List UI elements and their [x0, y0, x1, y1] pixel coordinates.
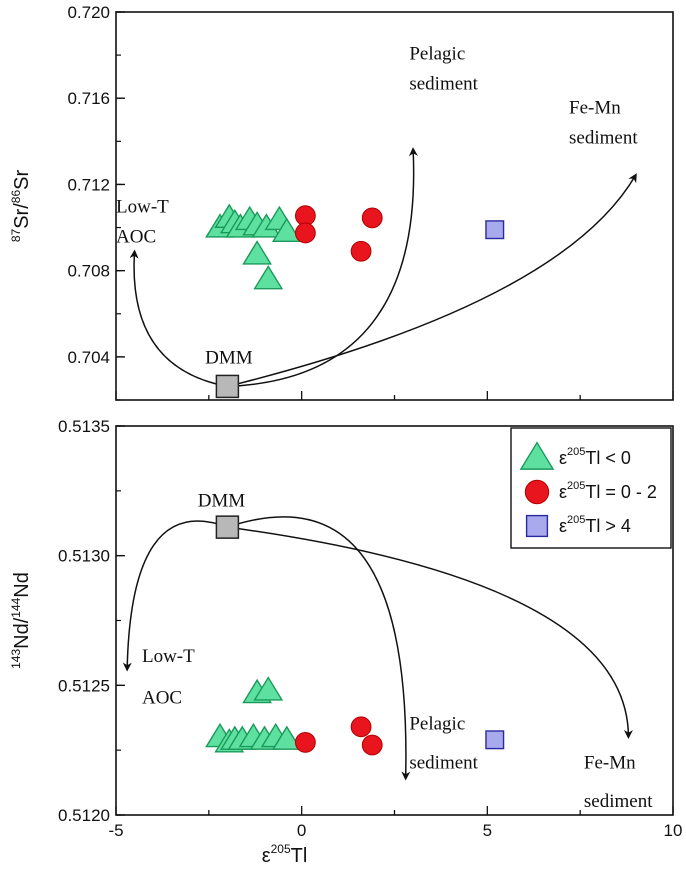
- legend-entry-label: ε205Tl > 4: [559, 514, 631, 536]
- triangle-point: [242, 240, 272, 265]
- x-tick-label: 10: [664, 821, 683, 840]
- annotation-text: Pelagic: [409, 43, 465, 64]
- circle-point: [294, 222, 316, 244]
- legend-entry-label: ε205Tl < 0: [559, 446, 631, 468]
- x-tick-label: -5: [108, 821, 123, 840]
- annotation-text: Fe-Mn: [584, 752, 636, 773]
- mixing-curve-arrow: [227, 147, 418, 388]
- bottom-panel-nd-plot: 0.5120 0.5125 0.5130 0.5135 -5 0 5 10 143Nd/144N…: [9, 417, 682, 867]
- mixing-curve-arrow: [122, 520, 228, 672]
- plot-frame: [115, 11, 674, 401]
- dmm-square: [215, 515, 240, 539]
- annotation-text: DMM: [205, 347, 253, 368]
- circle-point: [361, 207, 383, 229]
- annotation-text: AOC: [116, 227, 156, 248]
- annotation-text: sediment: [409, 752, 478, 773]
- y-tick-label: 0.704: [67, 348, 110, 367]
- y-tick-label: 0.712: [67, 175, 110, 194]
- triangle-point: [271, 217, 302, 242]
- triangle-point: [271, 725, 302, 750]
- x-tick-label: 0: [297, 821, 306, 840]
- y-tick-label: 0.5130: [58, 547, 110, 566]
- annotation-text: Fe-Mn: [569, 97, 621, 118]
- circle-point: [294, 731, 316, 753]
- annotation-text: DMM: [198, 490, 246, 511]
- y-tick-label: 0.5135: [58, 417, 110, 436]
- circle-point: [350, 716, 372, 738]
- legend: ε205Tl < 0 ε205Tl = 0 - 2 ε205Tl > 4: [510, 427, 672, 549]
- mixing-curve-arrow: [227, 516, 411, 781]
- square-point: [485, 730, 505, 750]
- square-point: [485, 220, 505, 240]
- y-tick-label: 0.5120: [58, 806, 110, 825]
- annotation-text: AOC: [142, 687, 182, 708]
- circle-point: [350, 240, 372, 262]
- y-tick-label: 0.720: [67, 3, 110, 22]
- triangle-point: [253, 264, 284, 290]
- y-axis-label: 87Sr/86Sr: [9, 170, 33, 243]
- legend-circle-marker: [524, 479, 550, 505]
- mixing-curve-arrow: [227, 526, 633, 739]
- y-axis-label: 143Nd/144Nd: [9, 572, 33, 669]
- annotation-text: Low-T: [142, 646, 195, 667]
- y-tick-label: 0.708: [67, 262, 110, 281]
- annotation-text: Pelagic: [409, 713, 465, 734]
- annotation-text: sediment: [584, 791, 653, 812]
- top-panel-sr-plot: 0.704 0.708 0.712 0.716 0.720 87Sr/86Sr Low-T A…: [9, 3, 674, 401]
- mixing-curve-arrow: [129, 249, 228, 388]
- y-tick-label: 0.716: [67, 89, 110, 108]
- annotation-text: Low-T: [116, 196, 169, 217]
- x-tick-label: 5: [483, 821, 492, 840]
- annotation-text: sediment: [569, 127, 638, 148]
- y-tick-label: 0.5125: [58, 676, 110, 695]
- mixing-curve-arrow: [227, 173, 637, 388]
- x-axis-label: ε205Tl: [262, 842, 308, 867]
- triangle-point: [253, 676, 284, 701]
- annotation-text: sediment: [409, 74, 478, 95]
- circle-point: [361, 734, 383, 756]
- legend-square-marker: [525, 514, 549, 538]
- legend-triangle-marker: [519, 441, 555, 470]
- legend-entry-label: ε205Tl = 0 - 2: [559, 480, 657, 502]
- dmm-square: [215, 374, 240, 399]
